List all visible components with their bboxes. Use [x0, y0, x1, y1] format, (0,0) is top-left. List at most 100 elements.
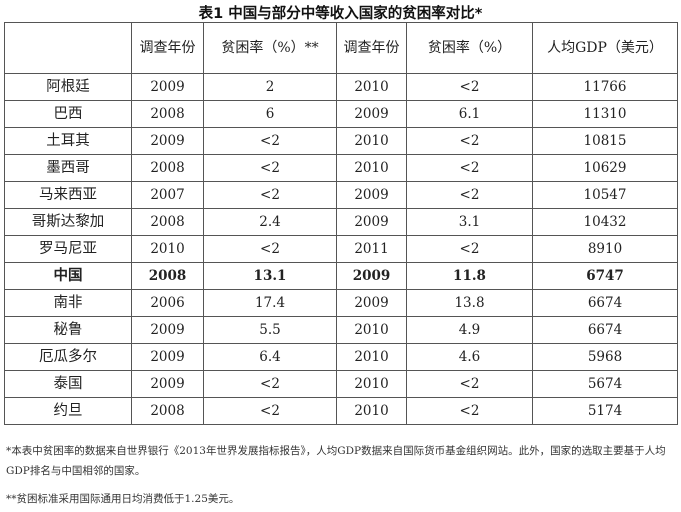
survey-year-1-cell: 2008 — [131, 100, 204, 128]
poverty-rate-2-cell: <2 — [406, 181, 533, 209]
country-cell: 哥斯达黎加 — [4, 208, 132, 236]
country-cell: 南非 — [4, 289, 132, 317]
country-cell: 泰国 — [4, 370, 132, 398]
poverty-rate-2-cell: <2 — [406, 73, 533, 101]
poverty-rate-2-cell: <2 — [406, 370, 533, 398]
survey-year-2-cell: 2009 — [336, 289, 407, 317]
survey-year-1-cell: 2010 — [131, 235, 204, 263]
gdp-per-capita-cell: 11310 — [532, 100, 678, 128]
survey-year-2-cell: 2010 — [336, 397, 407, 425]
survey-year-1-cell: 2007 — [131, 181, 204, 209]
survey-year-2-cell: 2011 — [336, 235, 407, 263]
survey-year-2-cell: 2010 — [336, 316, 407, 344]
gdp-per-capita-cell: 5674 — [532, 370, 678, 398]
country-cell: 土耳其 — [4, 127, 132, 155]
gdp-per-capita-cell: 11766 — [532, 73, 678, 101]
poverty-rate-1-cell: 2 — [203, 73, 337, 101]
poverty-rate-1-cell: <2 — [203, 154, 337, 182]
country-cell: 马来西亚 — [4, 181, 132, 209]
country-cell: 阿根廷 — [4, 73, 132, 101]
survey-year-2-cell: 2009 — [336, 100, 407, 128]
footnote-poverty-standard: **贫困标准采用国际通用日均消费低于1.25美元。 — [6, 493, 240, 505]
poverty-rate-1-cell: 2.4 — [203, 208, 337, 236]
survey-year-1-cell: 2008 — [131, 397, 204, 425]
header-poverty-rate-2: 贫困率（%） — [406, 22, 533, 74]
survey-year-1-cell: 2009 — [131, 73, 204, 101]
header-survey-year-1: 调查年份 — [131, 22, 204, 74]
header-gdp-per-capita: 人均GDP（美元） — [532, 22, 678, 74]
poverty-rate-2-cell: 3.1 — [406, 208, 533, 236]
country-cell: 约旦 — [4, 397, 132, 425]
poverty-rate-2-cell: 13.8 — [406, 289, 533, 317]
poverty-rate-2-cell: <2 — [406, 127, 533, 155]
country-cell: 中国 — [4, 262, 132, 290]
gdp-per-capita-cell: 10432 — [532, 208, 678, 236]
poverty-rate-1-cell: 6.4 — [203, 343, 337, 371]
table-row: 墨西哥 2008 <2 2010 <2 10629 — [4, 154, 678, 182]
poverty-rate-1-cell: <2 — [203, 370, 337, 398]
country-cell: 厄瓜多尔 — [4, 343, 132, 371]
survey-year-2-cell: 2009 — [336, 262, 407, 290]
gdp-per-capita-cell: 5968 — [532, 343, 678, 371]
survey-year-2-cell: 2010 — [336, 370, 407, 398]
header-country — [4, 22, 132, 74]
survey-year-2-cell: 2010 — [336, 73, 407, 101]
survey-year-1-cell: 2009 — [131, 127, 204, 155]
country-cell: 巴西 — [4, 100, 132, 128]
poverty-rate-1-cell: 5.5 — [203, 316, 337, 344]
survey-year-2-cell: 2010 — [336, 127, 407, 155]
country-cell: 墨西哥 — [4, 154, 132, 182]
gdp-per-capita-cell: 10815 — [532, 127, 678, 155]
table-row: 约旦 2008 <2 2010 <2 5174 — [4, 397, 678, 425]
table-row: 哥斯达黎加 2008 2.4 2009 3.1 10432 — [4, 208, 678, 236]
survey-year-1-cell: 2009 — [131, 343, 204, 371]
poverty-rate-1-cell: <2 — [203, 127, 337, 155]
poverty-rate-2-cell: 11.8 — [406, 262, 533, 290]
table-row: 巴西 2008 6 2009 6.1 11310 — [4, 100, 678, 128]
poverty-rate-2-cell: 4.9 — [406, 316, 533, 344]
gdp-per-capita-cell: 5174 — [532, 397, 678, 425]
gdp-per-capita-cell: 10629 — [532, 154, 678, 182]
gdp-per-capita-cell: 6674 — [532, 289, 678, 317]
poverty-rate-1-cell: 13.1 — [203, 262, 337, 290]
table-row: 罗马尼亚 2010 <2 2011 <2 8910 — [4, 235, 678, 263]
poverty-rate-2-cell: 6.1 — [406, 100, 533, 128]
gdp-per-capita-cell: 6747 — [532, 262, 678, 290]
survey-year-1-cell: 2008 — [131, 154, 204, 182]
poverty-rate-2-cell: <2 — [406, 235, 533, 263]
table-row: 厄瓜多尔 2009 6.4 2010 4.6 5968 — [4, 343, 678, 371]
survey-year-2-cell: 2009 — [336, 208, 407, 236]
gdp-per-capita-cell: 10547 — [532, 181, 678, 209]
survey-year-2-cell: 2009 — [336, 181, 407, 209]
poverty-rate-2-cell: <2 — [406, 154, 533, 182]
header-survey-year-2: 调查年份 — [336, 22, 407, 74]
poverty-rate-1-cell: 17.4 — [203, 289, 337, 317]
poverty-rate-1-cell: <2 — [203, 235, 337, 263]
survey-year-2-cell: 2010 — [336, 154, 407, 182]
table-row: 南非 2006 17.4 2009 13.8 6674 — [4, 289, 678, 317]
poverty-rate-1-cell: <2 — [203, 181, 337, 209]
table-row: 土耳其 2009 <2 2010 <2 10815 — [4, 127, 678, 155]
country-cell: 秘鲁 — [4, 316, 132, 344]
table-title: 表1 中国与部分中等收入国家的贫困率对比* — [198, 6, 483, 22]
survey-year-1-cell: 2008 — [131, 262, 204, 290]
table-row: 秘鲁 2009 5.5 2010 4.9 6674 — [4, 316, 678, 344]
poverty-rate-1-cell: 6 — [203, 100, 337, 128]
gdp-per-capita-cell: 6674 — [532, 316, 678, 344]
country-cell: 罗马尼亚 — [4, 235, 132, 263]
table-row: 泰国 2009 <2 2010 <2 5674 — [4, 370, 678, 398]
table-row: 阿根廷 2009 2 2010 <2 11766 — [4, 73, 678, 101]
survey-year-1-cell: 2009 — [131, 316, 204, 344]
survey-year-1-cell: 2009 — [131, 370, 204, 398]
table-row: 马来西亚 2007 <2 2009 <2 10547 — [4, 181, 678, 209]
survey-year-2-cell: 2010 — [336, 343, 407, 371]
poverty-rate-1-cell: <2 — [203, 397, 337, 425]
header-row: 调查年份 贫困率（%）** 调查年份 贫困率（%） 人均GDP（美元） — [4, 22, 678, 74]
gdp-per-capita-cell: 8910 — [532, 235, 678, 263]
survey-year-1-cell: 2006 — [131, 289, 204, 317]
footnote-source: *本表中贫困率的数据来自世界银行《2013年世界发展指标报告》，人均GDP数据来… — [6, 445, 666, 477]
survey-year-1-cell: 2008 — [131, 208, 204, 236]
poverty-rate-2-cell: <2 — [406, 397, 533, 425]
poverty-rate-table: 调查年份 贫困率（%）** 调查年份 贫困率（%） 人均GDP（美元） 阿根廷 2… — [4, 22, 678, 425]
table-row: 中国 2008 13.1 2009 11.8 6747 — [4, 262, 678, 290]
